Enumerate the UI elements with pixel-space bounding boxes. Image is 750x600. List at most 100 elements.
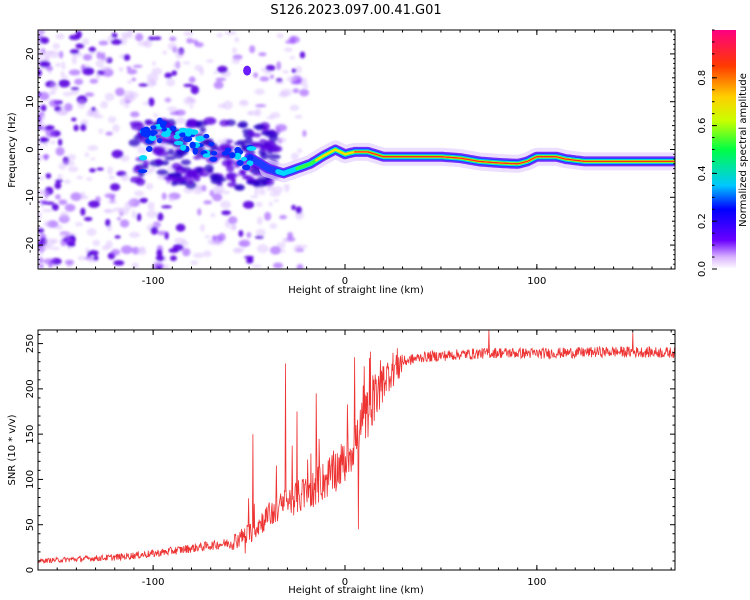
noise-blob xyxy=(297,148,303,154)
snr-ylabel: SNR (10 * v/v) xyxy=(7,414,18,485)
noise-blob xyxy=(46,220,59,228)
noise-blob xyxy=(118,67,124,72)
signal-cloud-blob xyxy=(233,141,245,146)
x-tick-label: -100 xyxy=(142,577,165,588)
noise-blob xyxy=(43,258,55,265)
noise-blob xyxy=(264,211,272,221)
ridge-layer xyxy=(353,151,675,165)
noise-blob xyxy=(113,260,125,266)
noise-blob xyxy=(80,191,86,199)
noise-blob xyxy=(123,90,135,100)
noise-blob xyxy=(112,124,120,133)
noise-blob xyxy=(120,154,130,162)
noise-blob xyxy=(58,50,64,59)
noise-blob xyxy=(126,66,132,70)
noise-blob xyxy=(203,200,213,205)
noise-blob xyxy=(48,99,60,108)
snr-ticks: -100 0 100 0 50 100 150 200 250 xyxy=(25,330,675,588)
noise-blob xyxy=(247,110,259,116)
noise-blob xyxy=(255,201,263,208)
noise-blob xyxy=(82,53,93,61)
noise-blob xyxy=(43,220,50,228)
noise-blob xyxy=(38,189,49,196)
signal-cloud-blob xyxy=(244,137,253,145)
noise-blob xyxy=(38,68,42,77)
signal-cloud-blob xyxy=(172,177,185,183)
noise-blob xyxy=(89,51,96,55)
ridge-blob xyxy=(189,129,199,135)
noise-blob xyxy=(69,49,80,55)
noise-blob xyxy=(282,70,289,74)
noise-blob xyxy=(86,177,93,181)
noise-blob xyxy=(71,117,77,122)
noise-blob xyxy=(213,71,218,75)
noise-blob xyxy=(149,166,156,173)
y-tick-label: 20 xyxy=(25,48,36,61)
colorbar-tick-label: 0.2 xyxy=(697,213,708,229)
signal-cloud-blob xyxy=(199,126,206,133)
ridge-blob xyxy=(208,141,215,147)
noise-blob xyxy=(55,110,68,116)
noise-blob xyxy=(96,51,102,60)
ridge-blob xyxy=(247,154,254,161)
noise-blob xyxy=(256,244,269,254)
x-tick-label: -100 xyxy=(142,276,165,287)
ridge-blob xyxy=(161,127,167,132)
spectrogram-xlabel: Height of straight line (km) xyxy=(288,285,424,296)
y-tick-label: 50 xyxy=(25,518,36,531)
noise-blob xyxy=(280,249,286,253)
noise-blob xyxy=(284,185,290,193)
noise-blob xyxy=(249,195,259,199)
y-tick-label: 0 xyxy=(25,146,36,152)
noise-blob xyxy=(92,239,101,247)
noise-blob xyxy=(156,266,163,269)
noise-blob xyxy=(107,199,118,204)
noise-blob xyxy=(182,247,191,257)
noise-blob xyxy=(247,256,253,261)
ridge-blob xyxy=(180,144,187,151)
noise-blob xyxy=(269,74,275,79)
noise-blob xyxy=(167,106,178,112)
y-tick-label: -20 xyxy=(25,237,36,253)
noise-blob xyxy=(50,140,56,145)
noise-blob xyxy=(166,78,176,87)
noise-blob xyxy=(258,188,266,196)
noise-blob xyxy=(57,138,63,146)
ridge-blob xyxy=(209,156,218,162)
noise-blob xyxy=(289,55,296,60)
noise-blob xyxy=(242,200,255,209)
noise-blob xyxy=(93,114,104,119)
signal-cloud-blob xyxy=(221,159,232,167)
noise-blob xyxy=(256,216,263,225)
noise-blob xyxy=(175,49,184,59)
noise-blob xyxy=(161,205,172,209)
noise-blob xyxy=(228,216,238,225)
ridge-blob xyxy=(221,150,230,156)
noise-blob xyxy=(146,210,158,218)
noise-blob xyxy=(197,208,202,216)
noise-blob xyxy=(217,103,226,109)
snr-xlabel: Height of straight line (km) xyxy=(288,585,424,596)
noise-blob xyxy=(199,223,205,232)
signal-cloud-blob xyxy=(247,130,256,137)
signal-cloud-blob xyxy=(156,169,169,176)
noise-blob xyxy=(193,252,204,259)
noise-blob xyxy=(100,52,106,61)
noise-blob xyxy=(38,264,44,269)
ridge-blob xyxy=(140,129,148,137)
signal-cloud-blob xyxy=(138,138,146,143)
colorbar-gradient xyxy=(712,30,736,269)
noise-blob xyxy=(64,203,76,212)
noise-blob xyxy=(231,57,241,65)
noise-blob xyxy=(231,221,237,230)
noise-blob xyxy=(126,68,138,75)
noise-blob xyxy=(71,55,78,65)
signal-cloud-blob xyxy=(142,160,149,167)
noise-blob xyxy=(51,203,59,211)
noise-blob xyxy=(130,111,140,118)
noise-blob xyxy=(292,88,300,94)
ridge-blob xyxy=(178,127,188,133)
noise-blob xyxy=(133,190,145,197)
noise-blob xyxy=(123,54,131,61)
noise-blob xyxy=(269,112,281,119)
